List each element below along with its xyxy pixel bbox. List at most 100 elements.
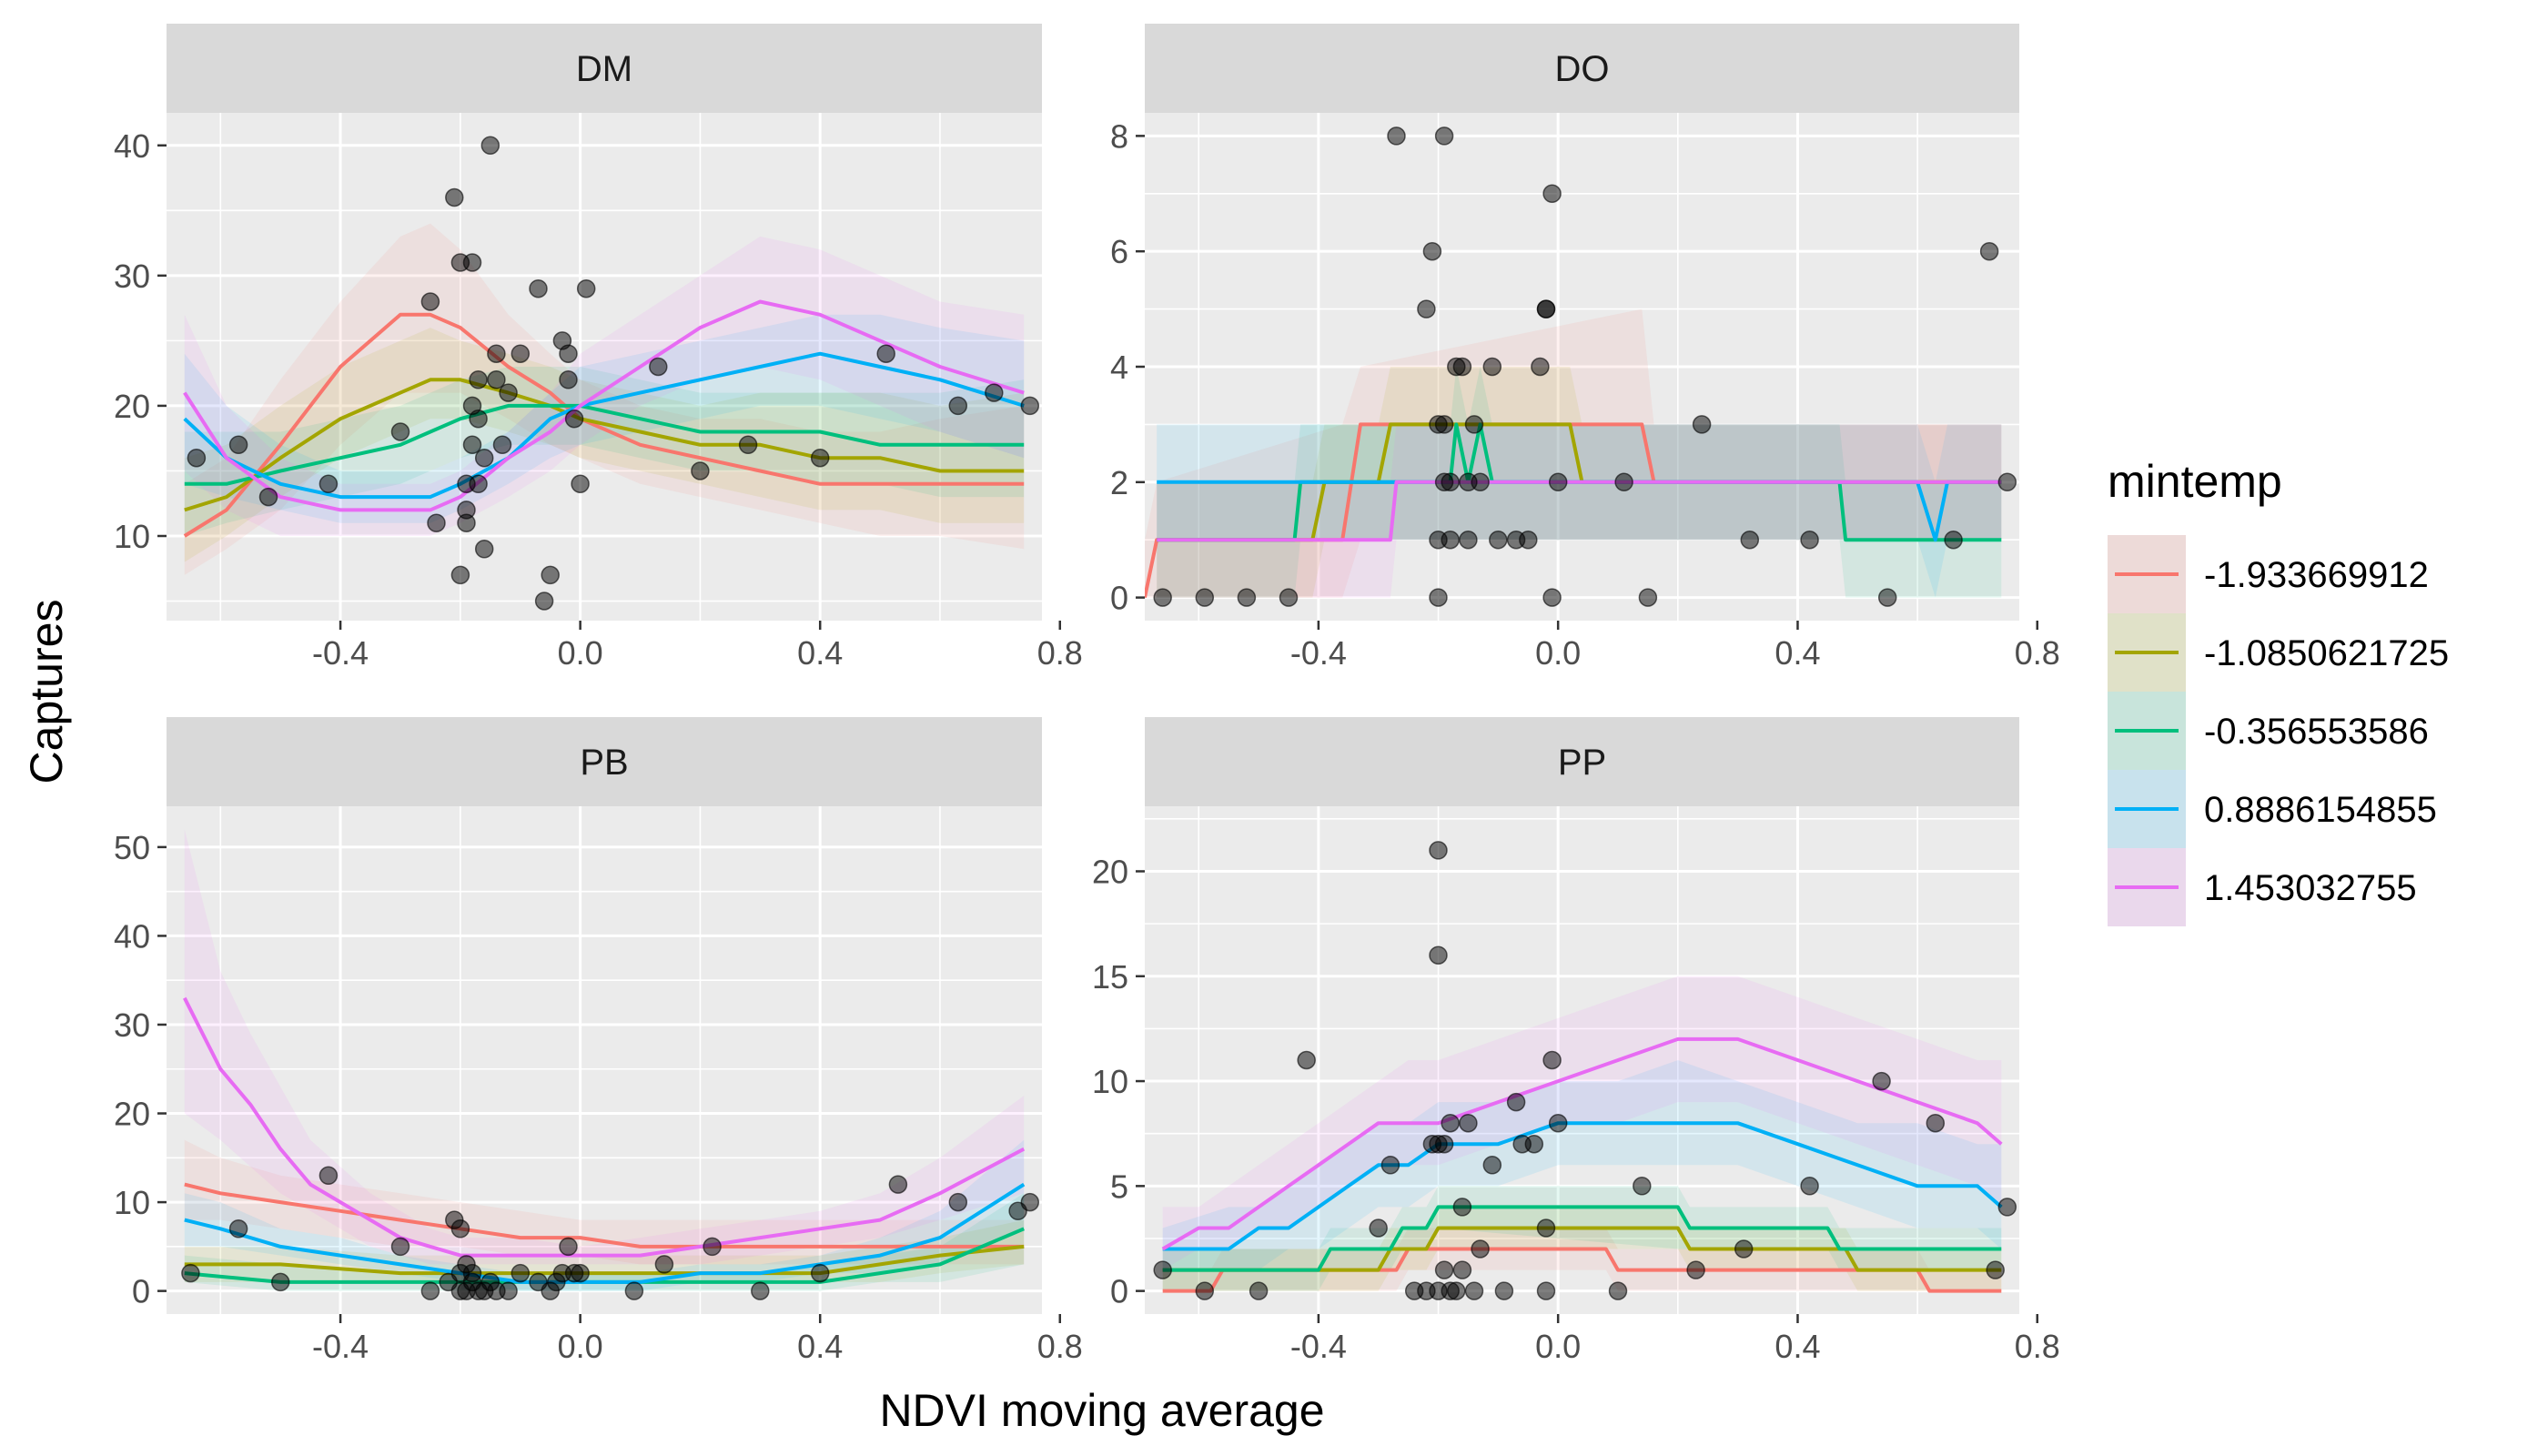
data-point bbox=[445, 187, 464, 207]
ribbon--1.0850621725 bbox=[184, 328, 1025, 562]
facet-strip bbox=[1145, 24, 2019, 113]
data-point bbox=[529, 278, 548, 298]
legend-label: 1.453032755 bbox=[2204, 868, 2417, 908]
x-tick-label: 0.8 bbox=[1037, 634, 1083, 672]
legend-label: -1.933669912 bbox=[2204, 555, 2429, 595]
series-line-0.8886154855 bbox=[183, 351, 1025, 500]
data-point bbox=[1986, 1260, 2005, 1279]
data-point bbox=[390, 1237, 410, 1257]
data-point bbox=[559, 370, 578, 389]
ribbon--0.356553586 bbox=[1162, 1186, 2002, 1291]
data-point bbox=[571, 474, 590, 494]
data-point bbox=[1471, 1239, 1490, 1259]
data-point bbox=[1279, 588, 1299, 607]
plot-area bbox=[183, 136, 1040, 611]
y-tick-label: 0 bbox=[1110, 1273, 1128, 1310]
data-point bbox=[985, 383, 1004, 402]
data-point bbox=[948, 1192, 968, 1212]
legend-label: -1.0850621725 bbox=[2204, 633, 2449, 673]
data-point bbox=[462, 253, 482, 272]
legend-item: 0.8886154855 bbox=[2108, 770, 2437, 848]
legend: mintemp -1.933669912 -1.0850621725 -0.3565… bbox=[2108, 456, 2449, 926]
data-point bbox=[1633, 1177, 1652, 1196]
data-point bbox=[751, 1281, 770, 1300]
ribbon-0.8886154855 bbox=[1162, 1060, 2002, 1270]
data-point bbox=[1692, 415, 1712, 434]
data-point bbox=[420, 292, 440, 311]
data-point bbox=[810, 1263, 830, 1283]
data-point bbox=[888, 1175, 908, 1194]
data-point bbox=[1548, 1113, 1568, 1133]
data-point bbox=[738, 435, 758, 455]
data-point bbox=[654, 1255, 674, 1274]
data-point bbox=[474, 540, 494, 559]
data-point bbox=[1434, 1260, 1454, 1279]
data-point bbox=[1542, 1050, 1562, 1070]
x-tick-label: 0.4 bbox=[797, 1328, 843, 1365]
data-point bbox=[511, 1263, 531, 1283]
data-point bbox=[1441, 472, 1460, 492]
data-point bbox=[462, 435, 482, 455]
plot-area bbox=[181, 829, 1040, 1300]
panel-do: DO -0.4 0.0 0.4 0.8 0 2 4 6 8 bbox=[1110, 24, 2060, 672]
data-point bbox=[487, 370, 506, 389]
data-point bbox=[1542, 588, 1562, 607]
y-tick-label: 5 bbox=[1110, 1168, 1128, 1205]
gridlines bbox=[167, 113, 1062, 621]
data-point bbox=[1471, 472, 1490, 492]
ribbon-0.8886154855 bbox=[184, 314, 1025, 523]
data-point bbox=[469, 409, 488, 429]
facet-strip-label: PP bbox=[1558, 743, 1606, 783]
ribbon--1.933669912 bbox=[1162, 1228, 2002, 1291]
legend-item: -1.933669912 bbox=[2108, 535, 2429, 613]
data-point bbox=[1153, 588, 1172, 607]
data-point bbox=[1434, 126, 1454, 146]
data-point bbox=[258, 487, 278, 507]
data-point bbox=[469, 474, 488, 494]
x-axis-title: NDVI moving average bbox=[879, 1385, 1324, 1436]
data-point bbox=[1548, 472, 1568, 492]
facet-strip bbox=[1145, 717, 2019, 806]
facet-strip bbox=[167, 24, 1042, 113]
series-line--0.356553586 bbox=[1162, 1205, 2002, 1272]
data-point bbox=[1464, 415, 1484, 434]
data-point bbox=[1422, 241, 1442, 261]
data-point bbox=[499, 1281, 518, 1300]
data-point bbox=[1369, 1218, 1388, 1238]
data-point bbox=[1524, 1134, 1544, 1154]
data-point bbox=[1434, 1134, 1454, 1154]
y-tick-label: 10 bbox=[114, 518, 150, 555]
data-point bbox=[810, 448, 830, 468]
x-tick-label: 0.4 bbox=[1774, 1328, 1820, 1365]
series-line--1.933669912 bbox=[184, 1182, 1025, 1249]
data-point bbox=[1877, 588, 1897, 607]
data-point bbox=[1020, 396, 1040, 416]
data-point bbox=[1153, 1260, 1172, 1279]
data-point bbox=[1195, 1281, 1215, 1300]
data-point bbox=[420, 1281, 440, 1300]
ribbon-0.8886154855 bbox=[1157, 424, 2002, 598]
data-point bbox=[1452, 357, 1472, 377]
data-point bbox=[1020, 1192, 1040, 1212]
data-point bbox=[1997, 472, 2017, 492]
data-point bbox=[1506, 1092, 1526, 1112]
x-tick-label: 0.4 bbox=[797, 634, 843, 672]
y-tick-label: 8 bbox=[1110, 117, 1128, 155]
data-point bbox=[1926, 1113, 1946, 1133]
facet-strip-label: DO bbox=[1555, 49, 1610, 89]
y-tick-label: 30 bbox=[114, 1006, 150, 1044]
data-point bbox=[228, 1219, 248, 1239]
data-point bbox=[450, 1219, 470, 1239]
data-point bbox=[703, 1237, 722, 1257]
x-tick-label: 0.8 bbox=[2015, 1328, 2060, 1365]
data-point bbox=[1536, 1281, 1556, 1300]
x-tick-label: 0.0 bbox=[1535, 634, 1581, 672]
data-point bbox=[1531, 357, 1550, 377]
data-point bbox=[462, 1263, 482, 1283]
y-tick-label: 20 bbox=[114, 1096, 150, 1133]
x-tick-label: 0.8 bbox=[2015, 634, 2060, 672]
legend-title: mintemp bbox=[2108, 456, 2282, 507]
data-point bbox=[487, 344, 506, 363]
plot-area bbox=[1153, 841, 2017, 1300]
